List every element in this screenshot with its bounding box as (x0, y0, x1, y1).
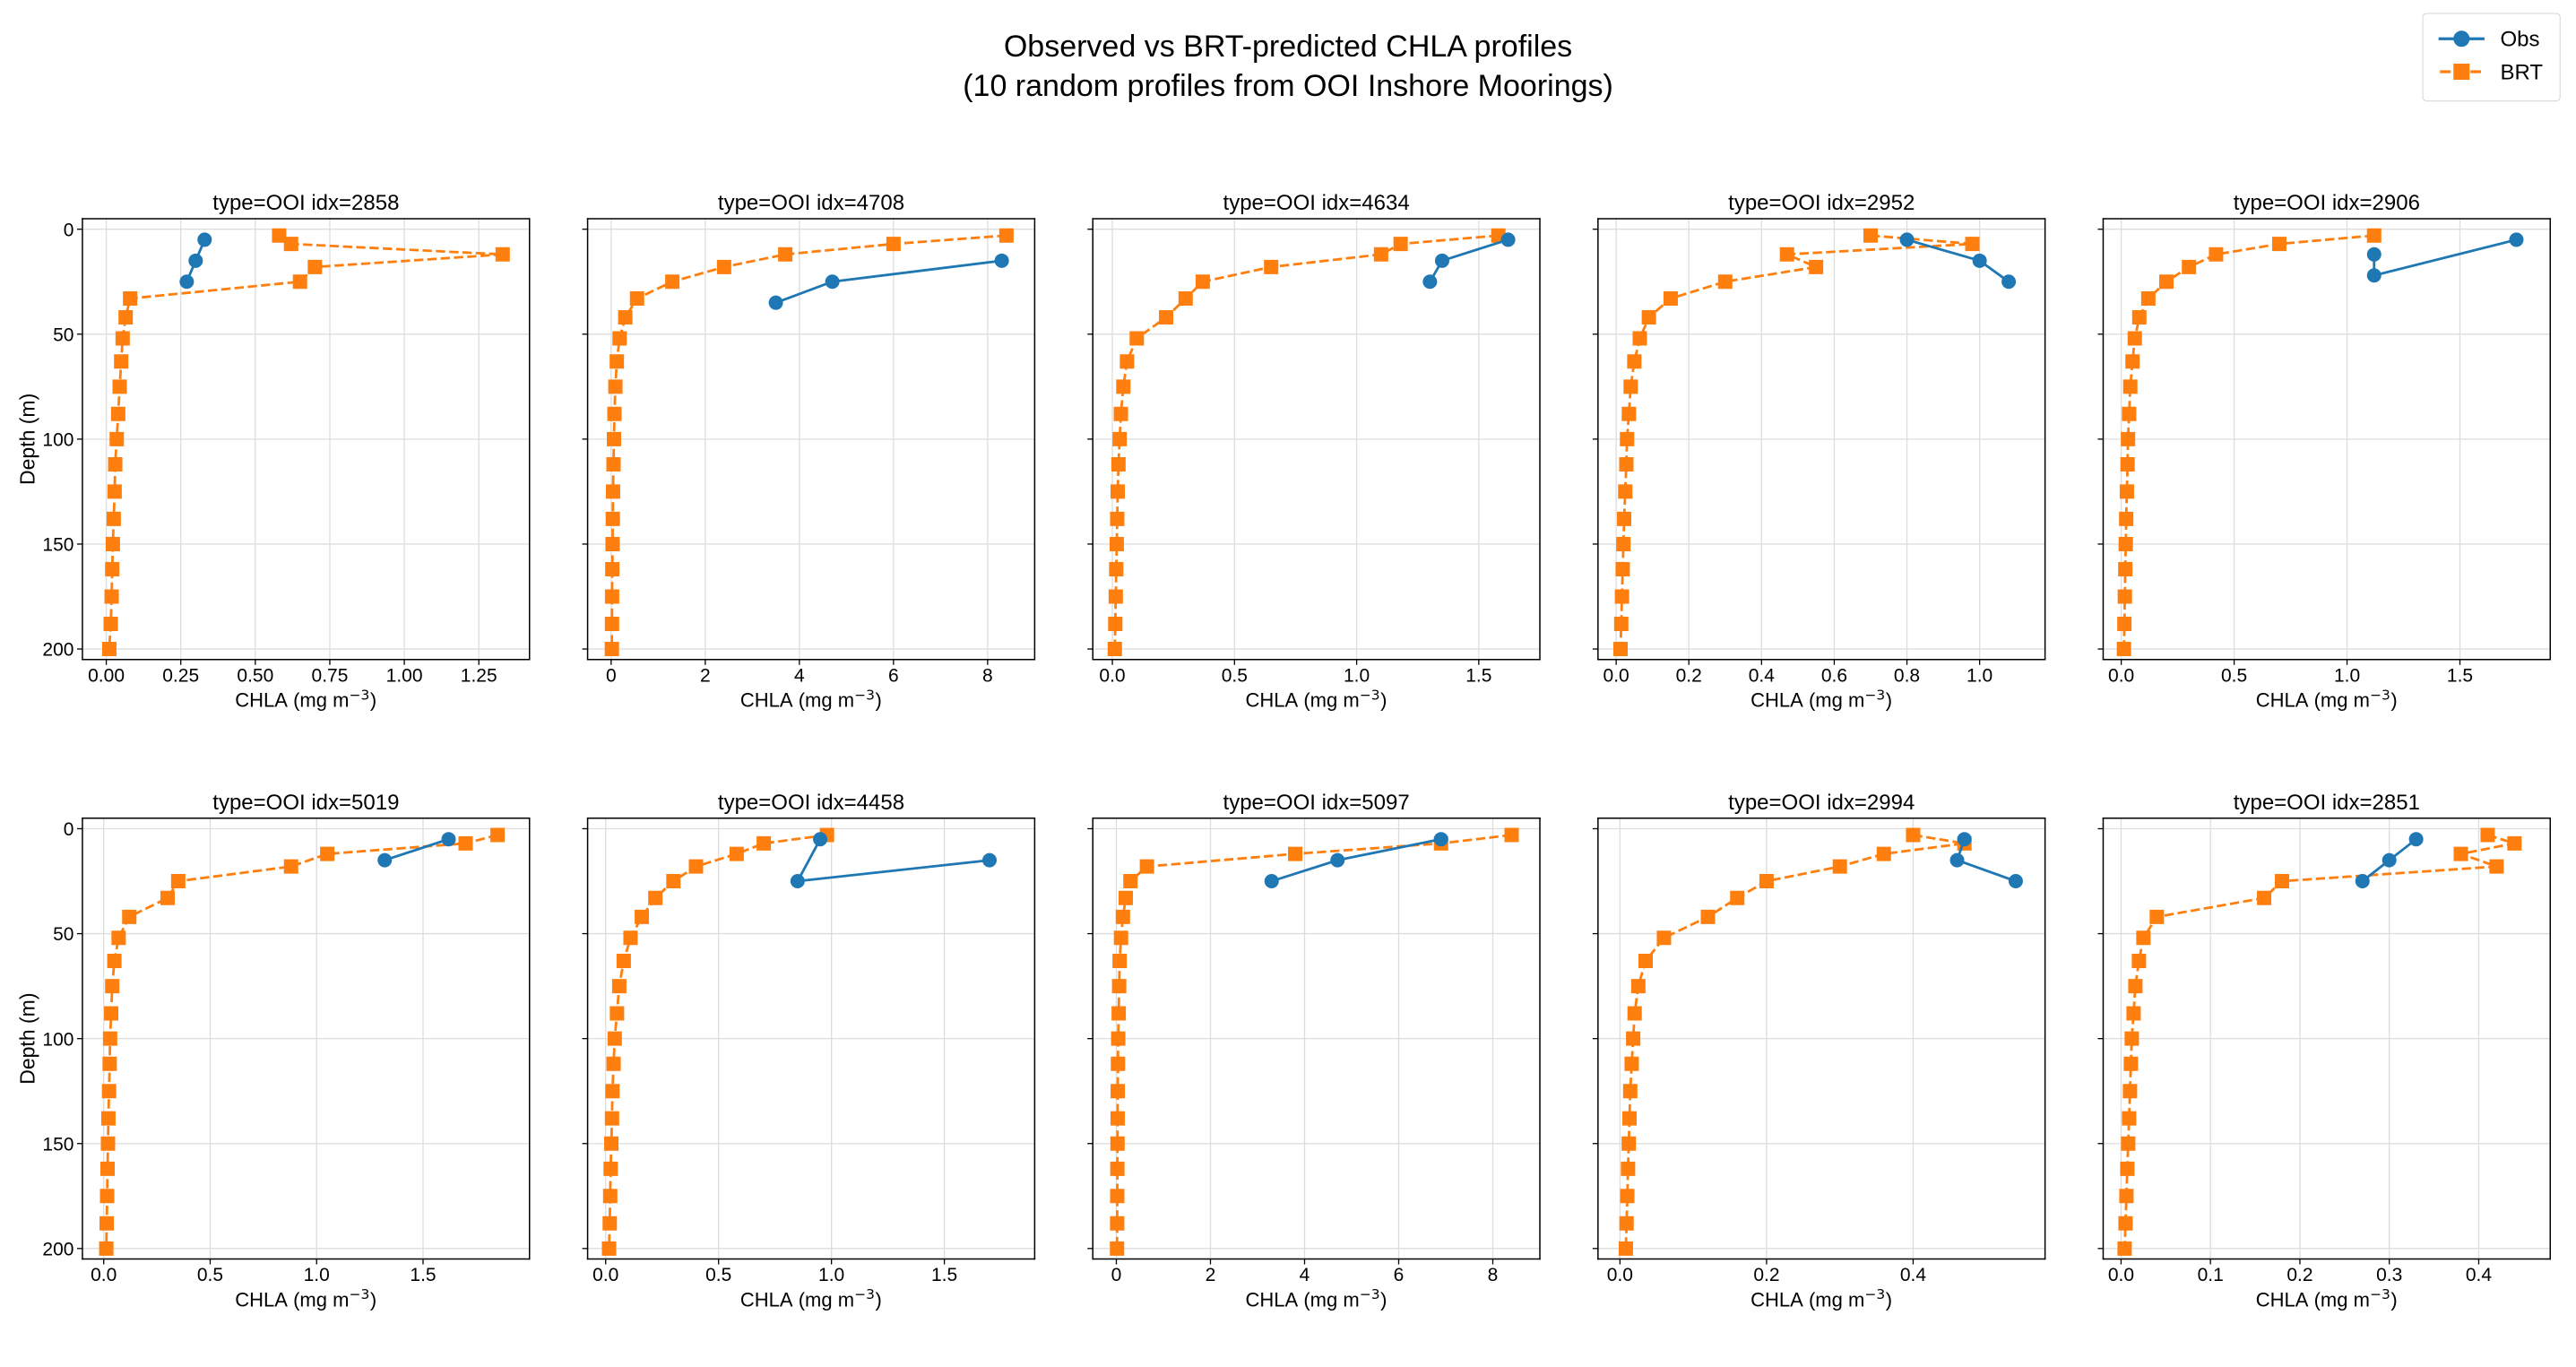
svg-text:type=OOI idx=2851: type=OOI idx=2851 (2234, 791, 2420, 815)
svg-text:Depth (m): Depth (m) (16, 394, 39, 485)
svg-text:0.2: 0.2 (1676, 665, 1702, 686)
svg-text:0.3: 0.3 (2376, 1265, 2402, 1285)
svg-text:1.5: 1.5 (931, 1265, 957, 1285)
svg-text:type=OOI idx=4708: type=OOI idx=4708 (718, 191, 904, 215)
svg-text:4: 4 (1300, 1265, 1310, 1285)
svg-text:0.4: 0.4 (1749, 665, 1776, 686)
svg-text:0: 0 (64, 220, 74, 240)
svg-text:1.0: 1.0 (2334, 665, 2360, 686)
svg-text:50: 50 (53, 324, 73, 345)
svg-text:type=OOI idx=4458: type=OOI idx=4458 (718, 791, 904, 815)
svg-text:type=OOI idx=2994: type=OOI idx=2994 (1728, 791, 1915, 815)
svg-text:0: 0 (1111, 1265, 1122, 1285)
svg-text:1.5: 1.5 (1465, 665, 1491, 686)
svg-text:0.5: 0.5 (2221, 665, 2247, 686)
svg-text:0.50: 0.50 (237, 665, 273, 686)
svg-text:1.5: 1.5 (2447, 665, 2473, 686)
svg-text:(10 random profiles from OOI I: (10 random profiles from OOI Inshore Moo… (963, 69, 1613, 103)
svg-text:0.2: 0.2 (1753, 1265, 1779, 1285)
svg-text:Depth (m): Depth (m) (16, 993, 39, 1085)
svg-text:1.0: 1.0 (1967, 665, 1993, 686)
svg-text:type=OOI idx=2952: type=OOI idx=2952 (1728, 191, 1915, 215)
svg-text:0.0: 0.0 (2108, 665, 2134, 686)
svg-text:Observed vs BRT-predicted CHLA: Observed vs BRT-predicted CHLA profiles (1004, 30, 1572, 64)
svg-text:150: 150 (42, 1134, 73, 1155)
svg-text:1.0: 1.0 (304, 1265, 330, 1285)
svg-text:150: 150 (42, 535, 73, 556)
svg-text:0.00: 0.00 (88, 665, 125, 686)
svg-text:0.4: 0.4 (2466, 1265, 2493, 1285)
svg-text:4: 4 (794, 665, 805, 686)
svg-text:0.25: 0.25 (162, 665, 199, 686)
svg-text:2: 2 (1206, 1265, 1216, 1285)
svg-text:8: 8 (982, 665, 993, 686)
svg-text:type=OOI idx=4634: type=OOI idx=4634 (1223, 191, 1410, 215)
svg-text:6: 6 (1394, 1265, 1405, 1285)
svg-text:type=OOI idx=5019: type=OOI idx=5019 (212, 791, 399, 815)
svg-text:2: 2 (700, 665, 711, 686)
svg-text:1.25: 1.25 (461, 665, 497, 686)
svg-text:0.1: 0.1 (2198, 1265, 2224, 1285)
svg-text:Obs: Obs (2500, 28, 2539, 52)
svg-text:type=OOI idx=5097: type=OOI idx=5097 (1223, 791, 1410, 815)
svg-text:type=OOI idx=2906: type=OOI idx=2906 (2234, 191, 2420, 215)
svg-text:1.00: 1.00 (386, 665, 423, 686)
svg-text:1.5: 1.5 (410, 1265, 436, 1285)
svg-text:0.0: 0.0 (592, 1265, 618, 1285)
svg-text:100: 100 (42, 429, 73, 450)
svg-text:type=OOI idx=2858: type=OOI idx=2858 (212, 191, 399, 215)
svg-text:0.4: 0.4 (1900, 1265, 1927, 1285)
svg-text:100: 100 (42, 1029, 73, 1050)
svg-text:200: 200 (42, 640, 73, 661)
svg-text:1.0: 1.0 (818, 1265, 844, 1285)
svg-text:0: 0 (606, 665, 617, 686)
svg-text:0.2: 0.2 (2286, 1265, 2312, 1285)
svg-text:0.0: 0.0 (1607, 1265, 1633, 1285)
svg-text:0.75: 0.75 (312, 665, 349, 686)
svg-text:6: 6 (888, 665, 899, 686)
svg-text:0.6: 0.6 (1821, 665, 1847, 686)
svg-text:0.5: 0.5 (1222, 665, 1248, 686)
svg-text:0: 0 (64, 819, 74, 840)
svg-text:0.0: 0.0 (1604, 665, 1629, 686)
svg-text:0.5: 0.5 (705, 1265, 731, 1285)
svg-text:0.0: 0.0 (1099, 665, 1125, 686)
svg-text:0.0: 0.0 (2108, 1265, 2134, 1285)
svg-text:200: 200 (42, 1239, 73, 1259)
svg-text:BRT: BRT (2500, 60, 2543, 84)
svg-text:0.5: 0.5 (197, 1265, 223, 1285)
svg-text:50: 50 (53, 924, 73, 945)
svg-text:1.0: 1.0 (1344, 665, 1370, 686)
svg-text:0.8: 0.8 (1894, 665, 1920, 686)
svg-text:8: 8 (1488, 1265, 1499, 1285)
svg-text:0.0: 0.0 (91, 1265, 117, 1285)
